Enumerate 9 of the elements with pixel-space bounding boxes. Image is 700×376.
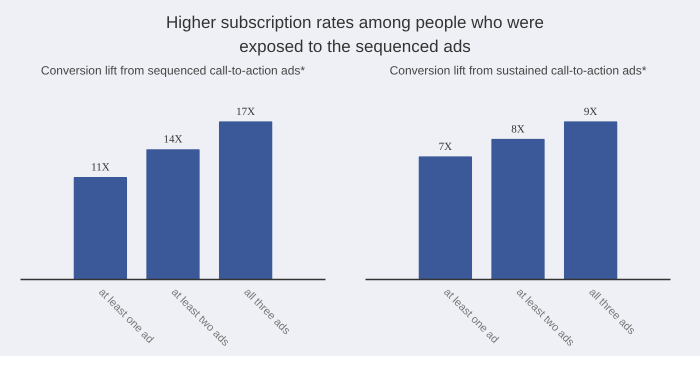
- chart-title: Higher subscription rates among people who were exposed to the sequenced ads: [165, 12, 545, 58]
- data-label: 8X: [511, 123, 525, 136]
- chart-subtitle: Conversion lift from sustained call-to-action ads*: [390, 64, 647, 78]
- data-label: 11X: [91, 162, 110, 174]
- chart-subtitle: Conversion lift from sequenced call-to-action ads*: [40, 64, 306, 78]
- data-label: 17X: [236, 106, 256, 118]
- data-label: 7X: [438, 140, 452, 153]
- data-label: 9X: [584, 106, 598, 118]
- data-label: 14X: [164, 134, 183, 146]
